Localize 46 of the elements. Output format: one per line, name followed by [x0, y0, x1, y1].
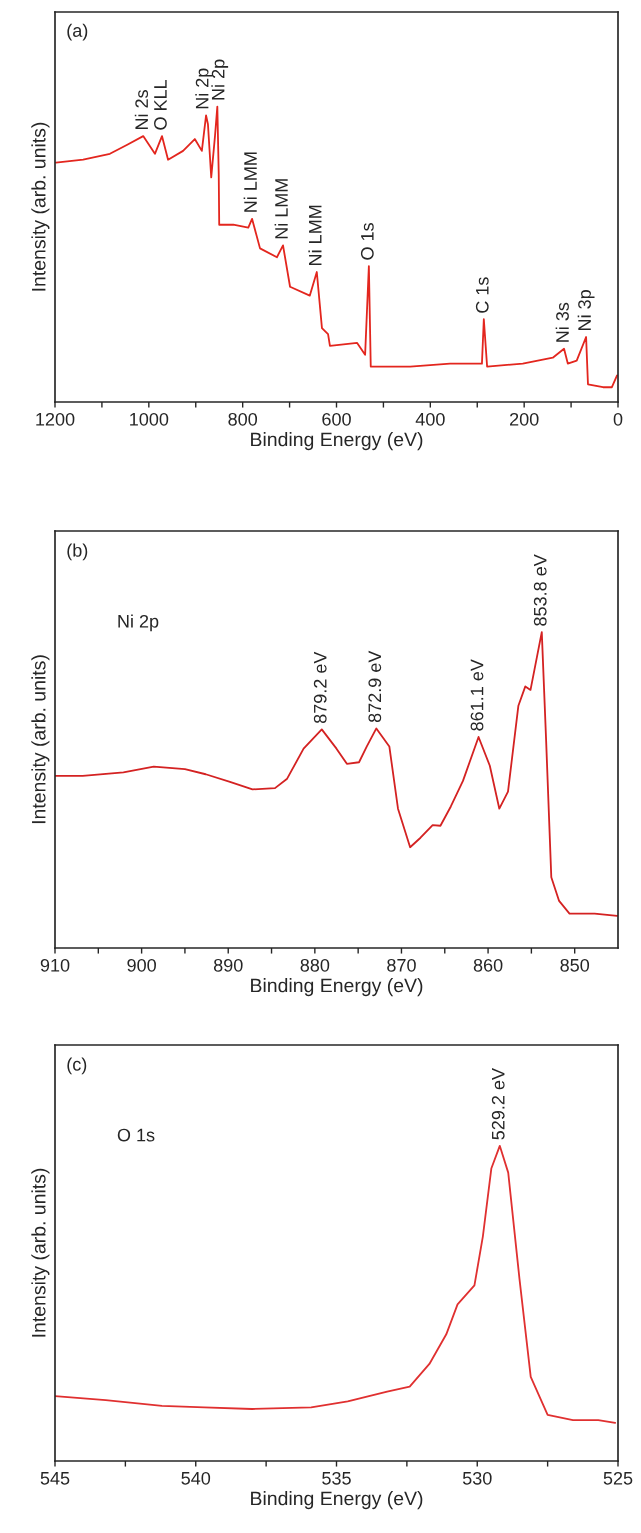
x-tick-label: 535	[322, 1471, 351, 1485]
text: (b)	[67, 543, 88, 561]
y-axis-title: Intensity (arb. units)	[31, 655, 50, 824]
annotation: 861.1 eV	[470, 659, 484, 731]
text: O 1s	[117, 1128, 155, 1142]
x-tick-label: 530	[462, 1471, 492, 1485]
x-tick-label: 540	[181, 1471, 211, 1485]
x-axis-title: Binding Energy (eV)	[251, 1491, 423, 1510]
annotation: Ni 2p	[211, 59, 229, 100]
x-tick-label: 525	[603, 1471, 633, 1485]
x-tick-label: 880	[300, 958, 330, 972]
annotation: C 1s	[475, 277, 489, 313]
x-tick-label: 545	[40, 1472, 70, 1485]
annotation: 879.2 eV	[313, 651, 327, 724]
y-axis-title: Intensity (arb. units)	[31, 1168, 50, 1337]
x-tick-label: 870	[387, 958, 416, 972]
annotation: Ni 2p	[195, 68, 213, 109]
annotation: Ni LMM	[274, 179, 288, 239]
x-tick-label: 900	[127, 958, 156, 972]
x-tick-label: 1000	[130, 412, 169, 426]
annotation: 529.2 eV	[491, 1068, 505, 1140]
x-axis-title: Binding Energy (eV)	[251, 978, 423, 997]
x-tick-label: 200	[510, 412, 539, 426]
x-tick-label: 1200	[36, 412, 75, 426]
x-tick-label: 850	[560, 958, 590, 972]
x-tick-label: 800	[228, 412, 258, 426]
annotation: O 1s	[360, 223, 374, 260]
annotation: Ni 3p	[577, 290, 595, 330]
y-axis-title: Intensity (arb. units)	[31, 122, 50, 291]
x-axis-title: Binding Energy (eV)	[251, 432, 423, 451]
annotation: 853.8 eV	[533, 554, 547, 626]
x-tick-label: 600	[322, 412, 351, 426]
text: Ni 2p	[118, 614, 159, 632]
x-tick-label: 860	[473, 958, 503, 972]
x-tick-label: 890	[213, 958, 243, 972]
text: (c)	[67, 1057, 87, 1075]
annotation: 872.9 eV	[368, 650, 382, 723]
x-tick-label: 910	[40, 958, 70, 972]
annotation: Ni LMM	[243, 152, 257, 212]
x-tick-label: 0	[613, 412, 623, 426]
annotation: Ni LMM	[308, 205, 322, 265]
text: (a)	[67, 23, 88, 41]
annotation: O KLL	[154, 79, 167, 130]
annotation: Ni 3s	[555, 302, 569, 342]
x-tick-label: 400	[415, 412, 445, 426]
annotation: Ni 2s	[134, 90, 149, 130]
